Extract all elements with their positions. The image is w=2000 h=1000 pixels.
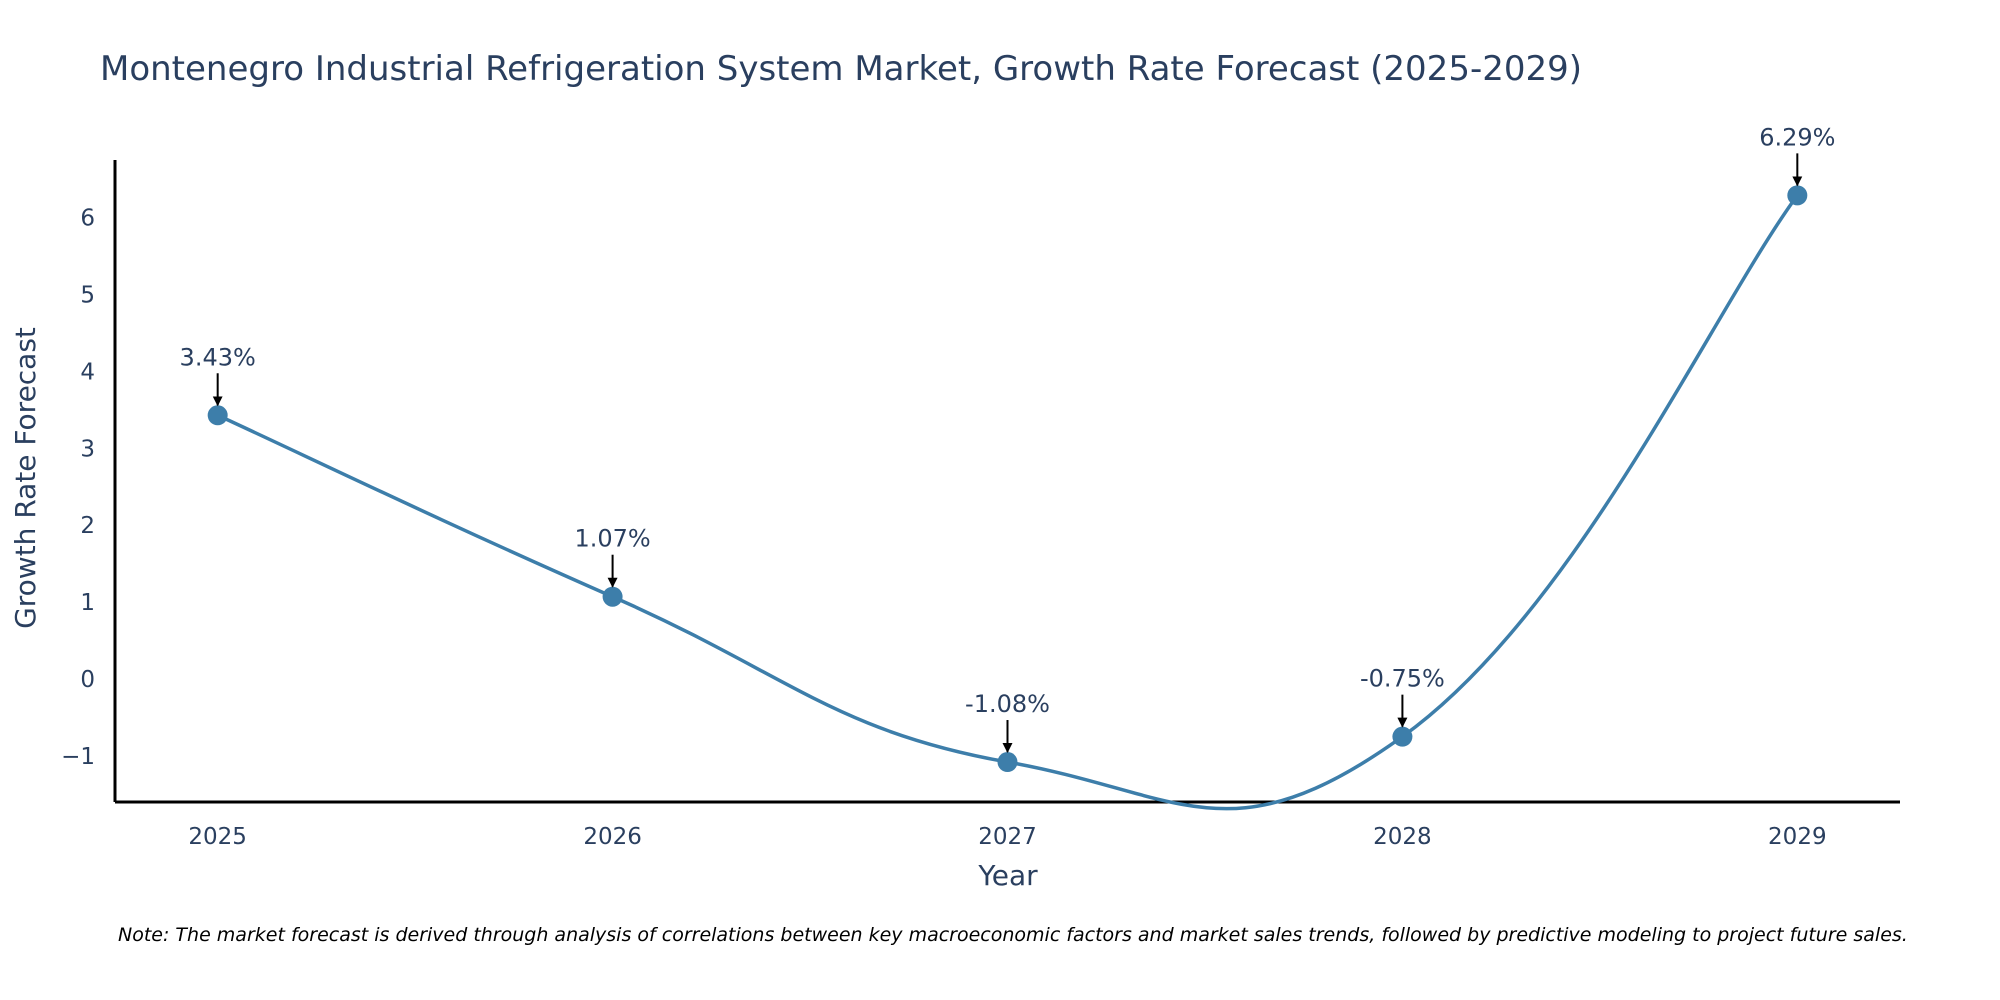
x-tick-label: 2028: [1373, 824, 1432, 850]
chart-title: Montenegro Industrial Refrigeration Syst…: [100, 49, 1582, 89]
data-point: [1787, 185, 1808, 206]
y-tick-label: 1: [80, 590, 95, 616]
y-tick-label: 6: [80, 206, 95, 232]
data-label: 6.29%: [1759, 123, 1835, 151]
x-tick-label: 2029: [1768, 824, 1827, 850]
y-tick-label: 4: [80, 359, 95, 385]
x-tick-label: 2025: [188, 824, 247, 850]
x-tick-label: 2027: [978, 824, 1037, 850]
y-tick-label: 0: [80, 667, 95, 693]
data-point: [997, 752, 1018, 773]
data-label: -0.75%: [1360, 665, 1445, 693]
data-label: -1.08%: [965, 690, 1050, 718]
x-axis-title: Year: [977, 859, 1038, 892]
series-line: [216, 194, 1799, 811]
y-tick-label: −1: [61, 744, 95, 770]
y-axis-title: Growth Rate Forecast: [9, 327, 42, 629]
data-point: [602, 586, 623, 607]
footnote: Note: The market forecast is derived thr…: [118, 924, 1908, 946]
data-point: [1392, 726, 1413, 747]
data-label: 3.43%: [180, 343, 256, 371]
plot-area: −1 0 1 2 3 4 5 6 2025 2026 2027 2028 2029 3.43% 1.07% -…: [61, 123, 1900, 850]
data-label: 1.07%: [574, 525, 650, 553]
x-tick-label: 2026: [583, 824, 642, 850]
y-tick-label: 5: [80, 283, 95, 309]
y-tick-label: 2: [80, 513, 95, 539]
data-point: [207, 405, 228, 426]
y-tick-label: 3: [80, 436, 95, 462]
